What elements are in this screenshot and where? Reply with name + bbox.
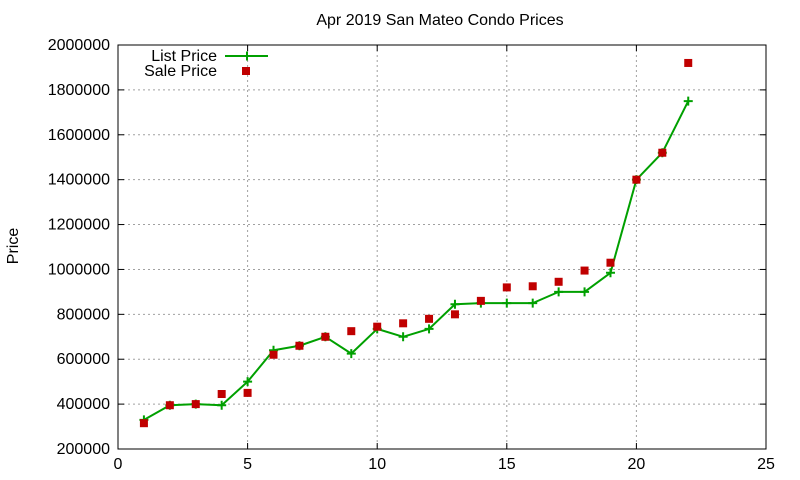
x-tick-label: 20 <box>628 456 646 473</box>
sale-price-point <box>399 319 408 328</box>
chart-title: Apr 2019 San Mateo Condo Prices <box>316 12 563 29</box>
sale-price-point <box>165 401 174 410</box>
sale-price-point <box>269 350 278 359</box>
y-tick-label: 1600000 <box>48 127 110 144</box>
y-tick-label: 400000 <box>57 396 110 413</box>
y-tick-label: 1200000 <box>48 217 110 234</box>
y-tick-label: 1800000 <box>48 82 110 99</box>
list-price-point <box>398 332 408 342</box>
sale-price-point <box>606 258 615 267</box>
x-tick-label: 10 <box>368 456 386 473</box>
sale-price-point <box>243 388 252 397</box>
legend: List Price Sale Price <box>144 48 268 80</box>
sale-price-point <box>502 283 511 292</box>
list-price-point <box>502 298 512 308</box>
y-tick-label: 1400000 <box>48 172 110 189</box>
sale-price-point <box>295 341 304 350</box>
x-tick-label: 15 <box>498 456 516 473</box>
y-tick-label: 2000000 <box>48 37 110 54</box>
y-tick-labels: 200000 400000 600000 800000 1000000 1200000 14… <box>48 37 110 458</box>
legend-sale-price-marker <box>242 67 250 75</box>
list-price-point <box>605 268 615 278</box>
y-tick-label: 600000 <box>57 351 110 368</box>
sale-price-point <box>632 175 641 184</box>
y-axis-label: Price <box>5 228 22 265</box>
plot-frame <box>117 44 767 450</box>
sale-price-point <box>321 332 330 341</box>
sale-price-point <box>373 322 382 331</box>
list-price-point <box>243 377 253 387</box>
sale-price-point <box>528 282 537 291</box>
sale-price-point <box>580 266 589 275</box>
list-price-point <box>554 287 564 297</box>
sale-price-point <box>425 314 434 323</box>
legend-sale-price-label: Sale Price <box>144 63 217 80</box>
sale-price-point <box>450 310 459 319</box>
tick-layer <box>117 44 767 450</box>
y-tick-label: 800000 <box>57 306 110 323</box>
list-price-point <box>528 298 538 308</box>
x-tick-label: 0 <box>114 456 123 473</box>
sale-price-point <box>191 400 200 409</box>
list-price-line <box>143 100 690 421</box>
list-price-point <box>217 400 227 410</box>
grid-layer <box>118 45 766 449</box>
sale-price-point <box>347 327 356 336</box>
x-tick-labels: 0 5 10 15 20 25 <box>114 456 775 473</box>
legend-list-price-label: List Price <box>151 48 217 65</box>
x-tick-label: 25 <box>757 456 775 473</box>
list-price-point <box>580 287 590 297</box>
series-layer <box>139 58 693 428</box>
y-tick-label: 200000 <box>57 441 110 458</box>
sale-price-point <box>658 148 667 157</box>
y-tick-label: 1000000 <box>48 261 110 278</box>
list-price-point <box>424 324 434 334</box>
list-price-point <box>346 349 356 359</box>
sale-price-point <box>684 58 693 67</box>
sale-price-point <box>139 419 148 428</box>
legend-list-price-marker <box>242 51 252 61</box>
sale-price-point <box>217 390 226 399</box>
x-tick-label: 5 <box>243 456 252 473</box>
sale-price-point <box>554 277 563 286</box>
list-price-point <box>683 96 693 106</box>
list-price-point <box>450 299 460 309</box>
sale-price-point <box>476 296 485 305</box>
